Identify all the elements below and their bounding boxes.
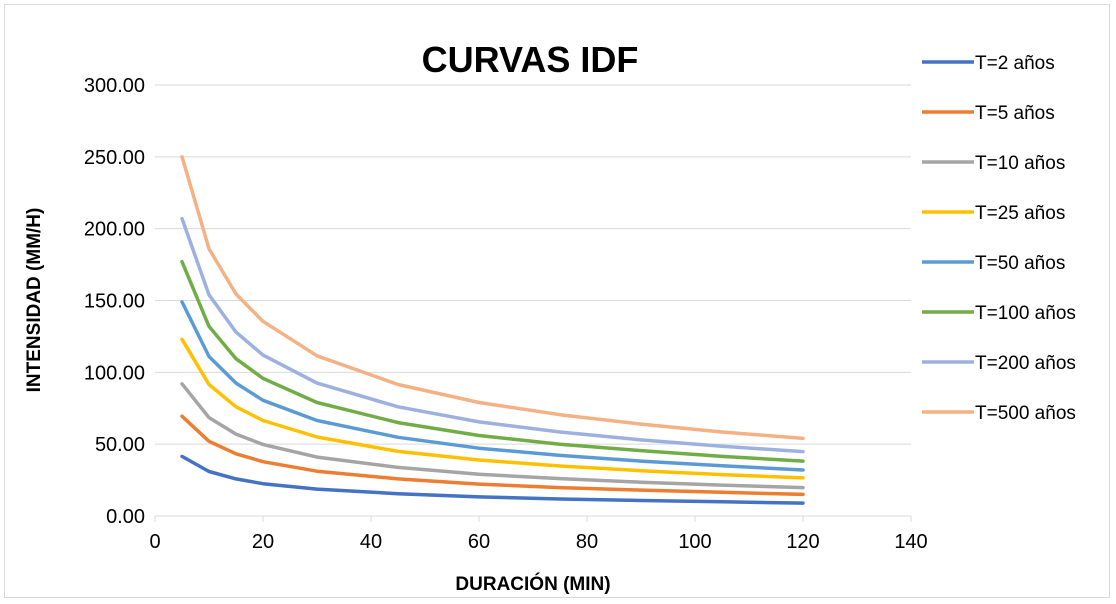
x-tick-label: 120 [786, 531, 819, 553]
series-line-0 [180, 454, 805, 505]
chart-title: CURVAS IDF [422, 39, 639, 80]
legend-label: T=10 años [975, 153, 1065, 174]
x-tick-label: 20 [252, 531, 274, 553]
x-tick-label: 0 [149, 531, 160, 553]
legend-label: T=25 años [975, 203, 1065, 224]
series-line-3 [180, 337, 805, 480]
y-tick-label: 150.00 [84, 291, 145, 313]
y-tick-label: 300.00 [84, 75, 145, 97]
y-axis-ticks: 0.00 50.00 100.00 150.00 200.00 250.00 300.00 [84, 75, 145, 528]
y-axis-title: INTENSIDAD (MM/H) [24, 208, 45, 393]
series-line-4 [180, 300, 805, 472]
x-axis: 0 20 40 60 80 100 120 140 [149, 515, 928, 553]
legend-label: T=100 años [975, 303, 1076, 324]
legend-label: T=2 años [975, 53, 1055, 74]
chart-frame [4, 4, 1110, 598]
y-tick-label: 50.00 [95, 434, 145, 456]
gridlines [155, 84, 911, 445]
series-line-6 [180, 216, 805, 454]
series-line-2 [180, 382, 805, 490]
y-tick-label: 100.00 [84, 362, 145, 384]
y-tick-label: 0.00 [106, 506, 145, 528]
y-tick-label: 200.00 [84, 219, 145, 241]
x-tick-label: 40 [360, 531, 382, 553]
x-tick-label: 100 [678, 531, 711, 553]
x-tick-label: 140 [894, 531, 927, 553]
x-tick-label: 60 [468, 531, 490, 553]
x-axis-title: DURACIÓN (MIN) [455, 573, 610, 595]
legend-label: T=500 años [975, 403, 1076, 424]
legend: T=2 años T=5 años T=10 años T=25 años T=50 a… [922, 53, 1076, 424]
legend-label: T=50 años [975, 253, 1065, 274]
x-tick-label: 80 [576, 531, 598, 553]
series-line-7 [180, 155, 805, 441]
legend-label: T=200 años [975, 353, 1076, 374]
legend-label: T=5 años [975, 103, 1055, 124]
series-line-5 [180, 259, 805, 463]
series-line-1 [180, 414, 805, 497]
y-tick-label: 250.00 [84, 147, 145, 169]
series-lines [180, 155, 805, 505]
